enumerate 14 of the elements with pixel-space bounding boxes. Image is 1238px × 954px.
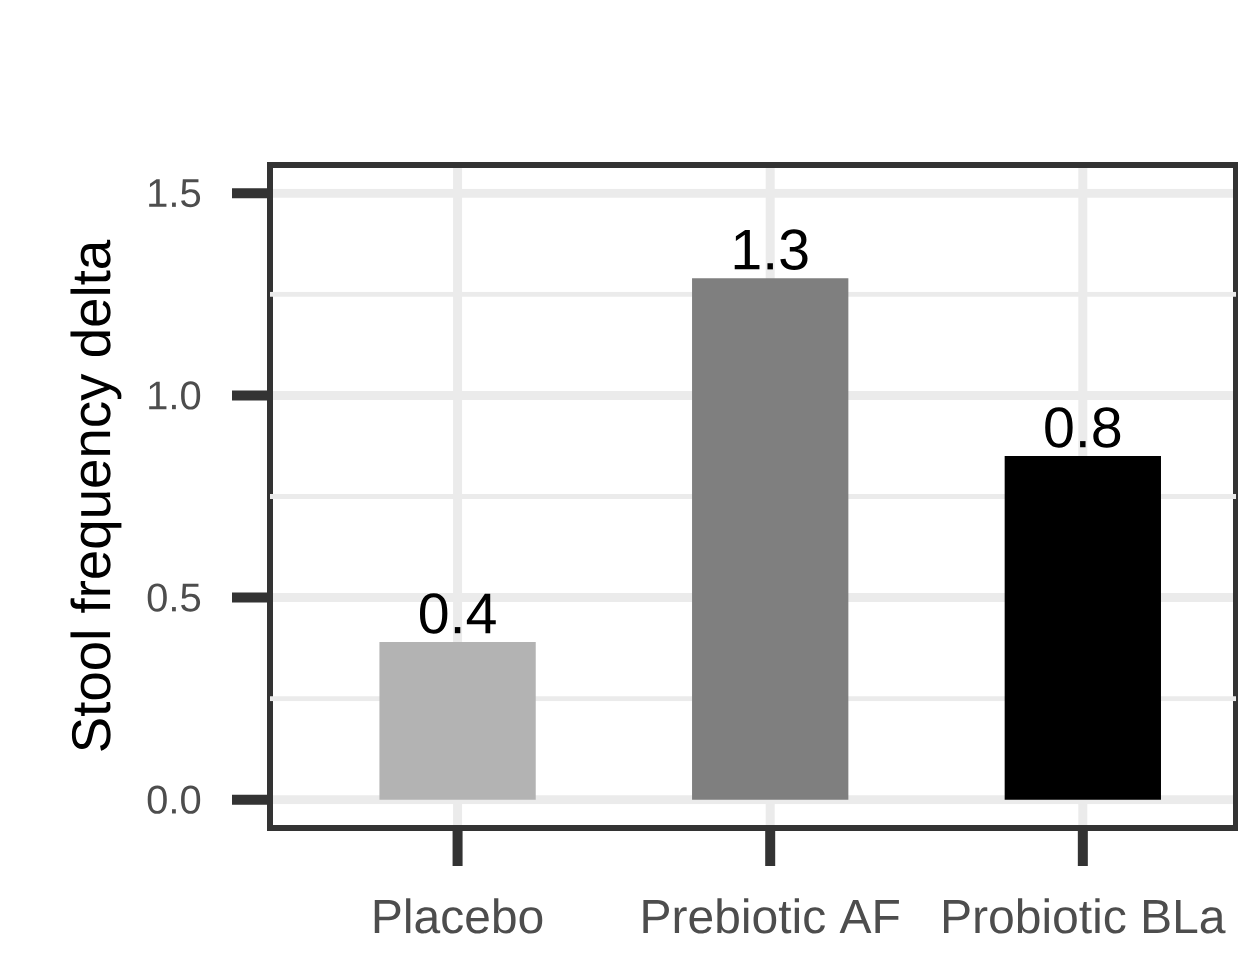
x-tick-label: Prebiotic AF	[643, 898, 899, 934]
data-label: 1.3	[734, 229, 808, 270]
y-tick-label: 0.5	[147, 583, 201, 612]
bar	[692, 278, 849, 800]
data-label: 0.4	[419, 593, 496, 634]
data-label: 0.8	[1045, 407, 1121, 448]
bar	[379, 642, 536, 800]
y-axis-title: Stool frequency delta	[70, 239, 122, 751]
y-tick-label: 1.5	[149, 179, 201, 208]
bar	[1004, 456, 1161, 800]
y-tick-label: 0.0	[147, 785, 201, 814]
x-tick-label: Placebo	[374, 898, 543, 934]
y-tick-label: 1.0	[149, 381, 201, 410]
x-tick-label: Probiotic BLa	[944, 898, 1226, 934]
